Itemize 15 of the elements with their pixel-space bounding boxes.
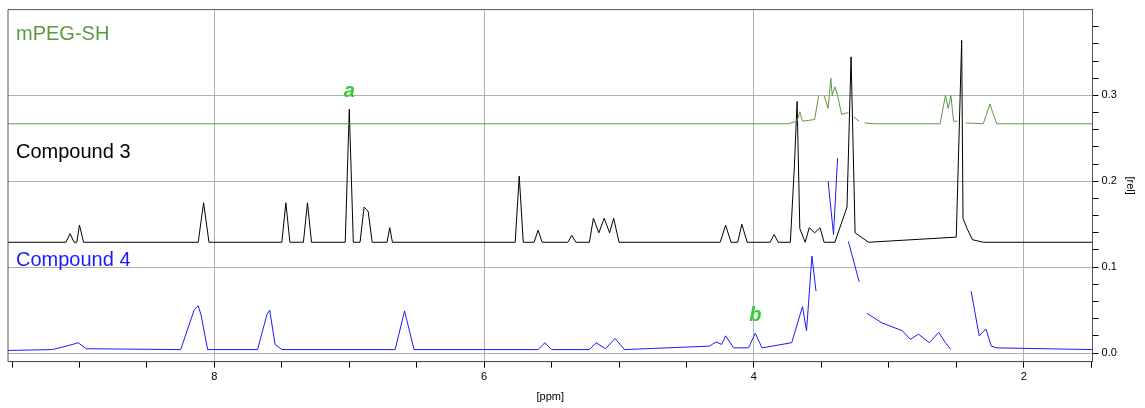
y-tick-label: 0.2: [1101, 174, 1117, 187]
y-axis-title: [rel]: [1125, 176, 1138, 195]
y-tick-label: 0.1: [1101, 260, 1117, 273]
annotation: a: [343, 79, 355, 102]
annotation: b: [749, 303, 762, 326]
x-tick-label: 4: [750, 370, 757, 383]
x-axis-title: [ppm]: [536, 390, 565, 403]
y-tick-label: 0.3: [1101, 88, 1117, 101]
text: Compound 4: [16, 248, 131, 271]
x-tick-label: 6: [481, 370, 488, 383]
x-tick-label: 2: [1020, 370, 1027, 383]
text: mPEG-SH: [16, 21, 110, 44]
x-tick-label: 8: [211, 370, 218, 383]
text: Compound 3: [16, 140, 131, 163]
y-tick-label: 0.0: [1101, 346, 1117, 359]
